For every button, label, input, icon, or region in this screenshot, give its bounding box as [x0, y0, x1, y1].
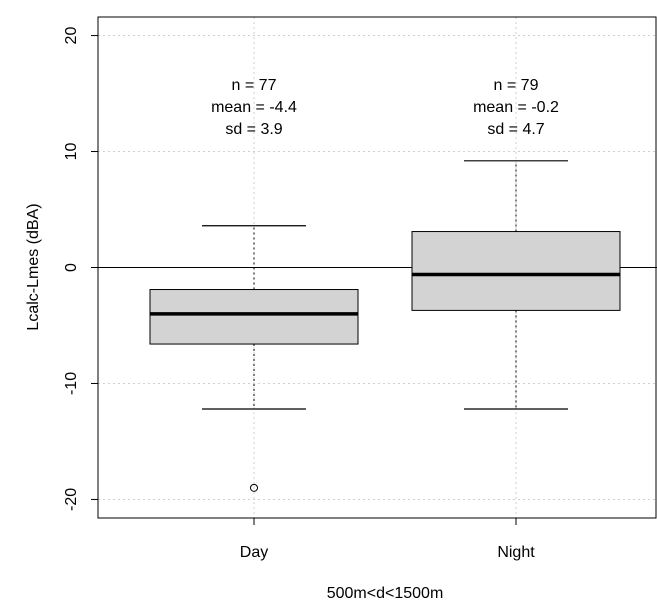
x-axis-title: 500m<d<1500m: [327, 585, 444, 602]
group-annotation-line: mean = -4.4: [211, 99, 297, 116]
x-tick-label: Day: [240, 544, 268, 561]
y-tick-label: 0: [63, 263, 80, 272]
y-tick-label: 10: [63, 143, 80, 161]
y-axis: -20 -10 0 10 20: [63, 27, 98, 511]
box-iqr: [149, 289, 359, 345]
y-tick-label: -10: [63, 372, 80, 395]
annotation-layer: n = 77 mean = -4.4 sd = 3.9 n = 79 mean = -0…: [211, 77, 559, 138]
group-annotation-line: sd = 4.7: [487, 121, 544, 138]
x-tick-label: Night: [497, 544, 535, 561]
box-group-night: [411, 160, 621, 410]
x-axis: Day Night: [240, 518, 535, 561]
box-layer: [149, 160, 621, 492]
box-iqr: [411, 231, 621, 311]
group-annotation-line: n = 77: [232, 77, 277, 94]
y-axis-title: Lcalc-Lmes (dBA): [25, 203, 42, 330]
group-annotation-line: sd = 3.9: [225, 121, 282, 138]
outlier-point: [250, 483, 258, 492]
group-annotation-line: mean = -0.2: [473, 99, 559, 116]
group-annotation-line: n = 79: [494, 77, 539, 94]
box-group-day: [149, 225, 359, 492]
y-tick-label: 20: [63, 27, 80, 45]
y-tick-label: -20: [63, 488, 80, 511]
